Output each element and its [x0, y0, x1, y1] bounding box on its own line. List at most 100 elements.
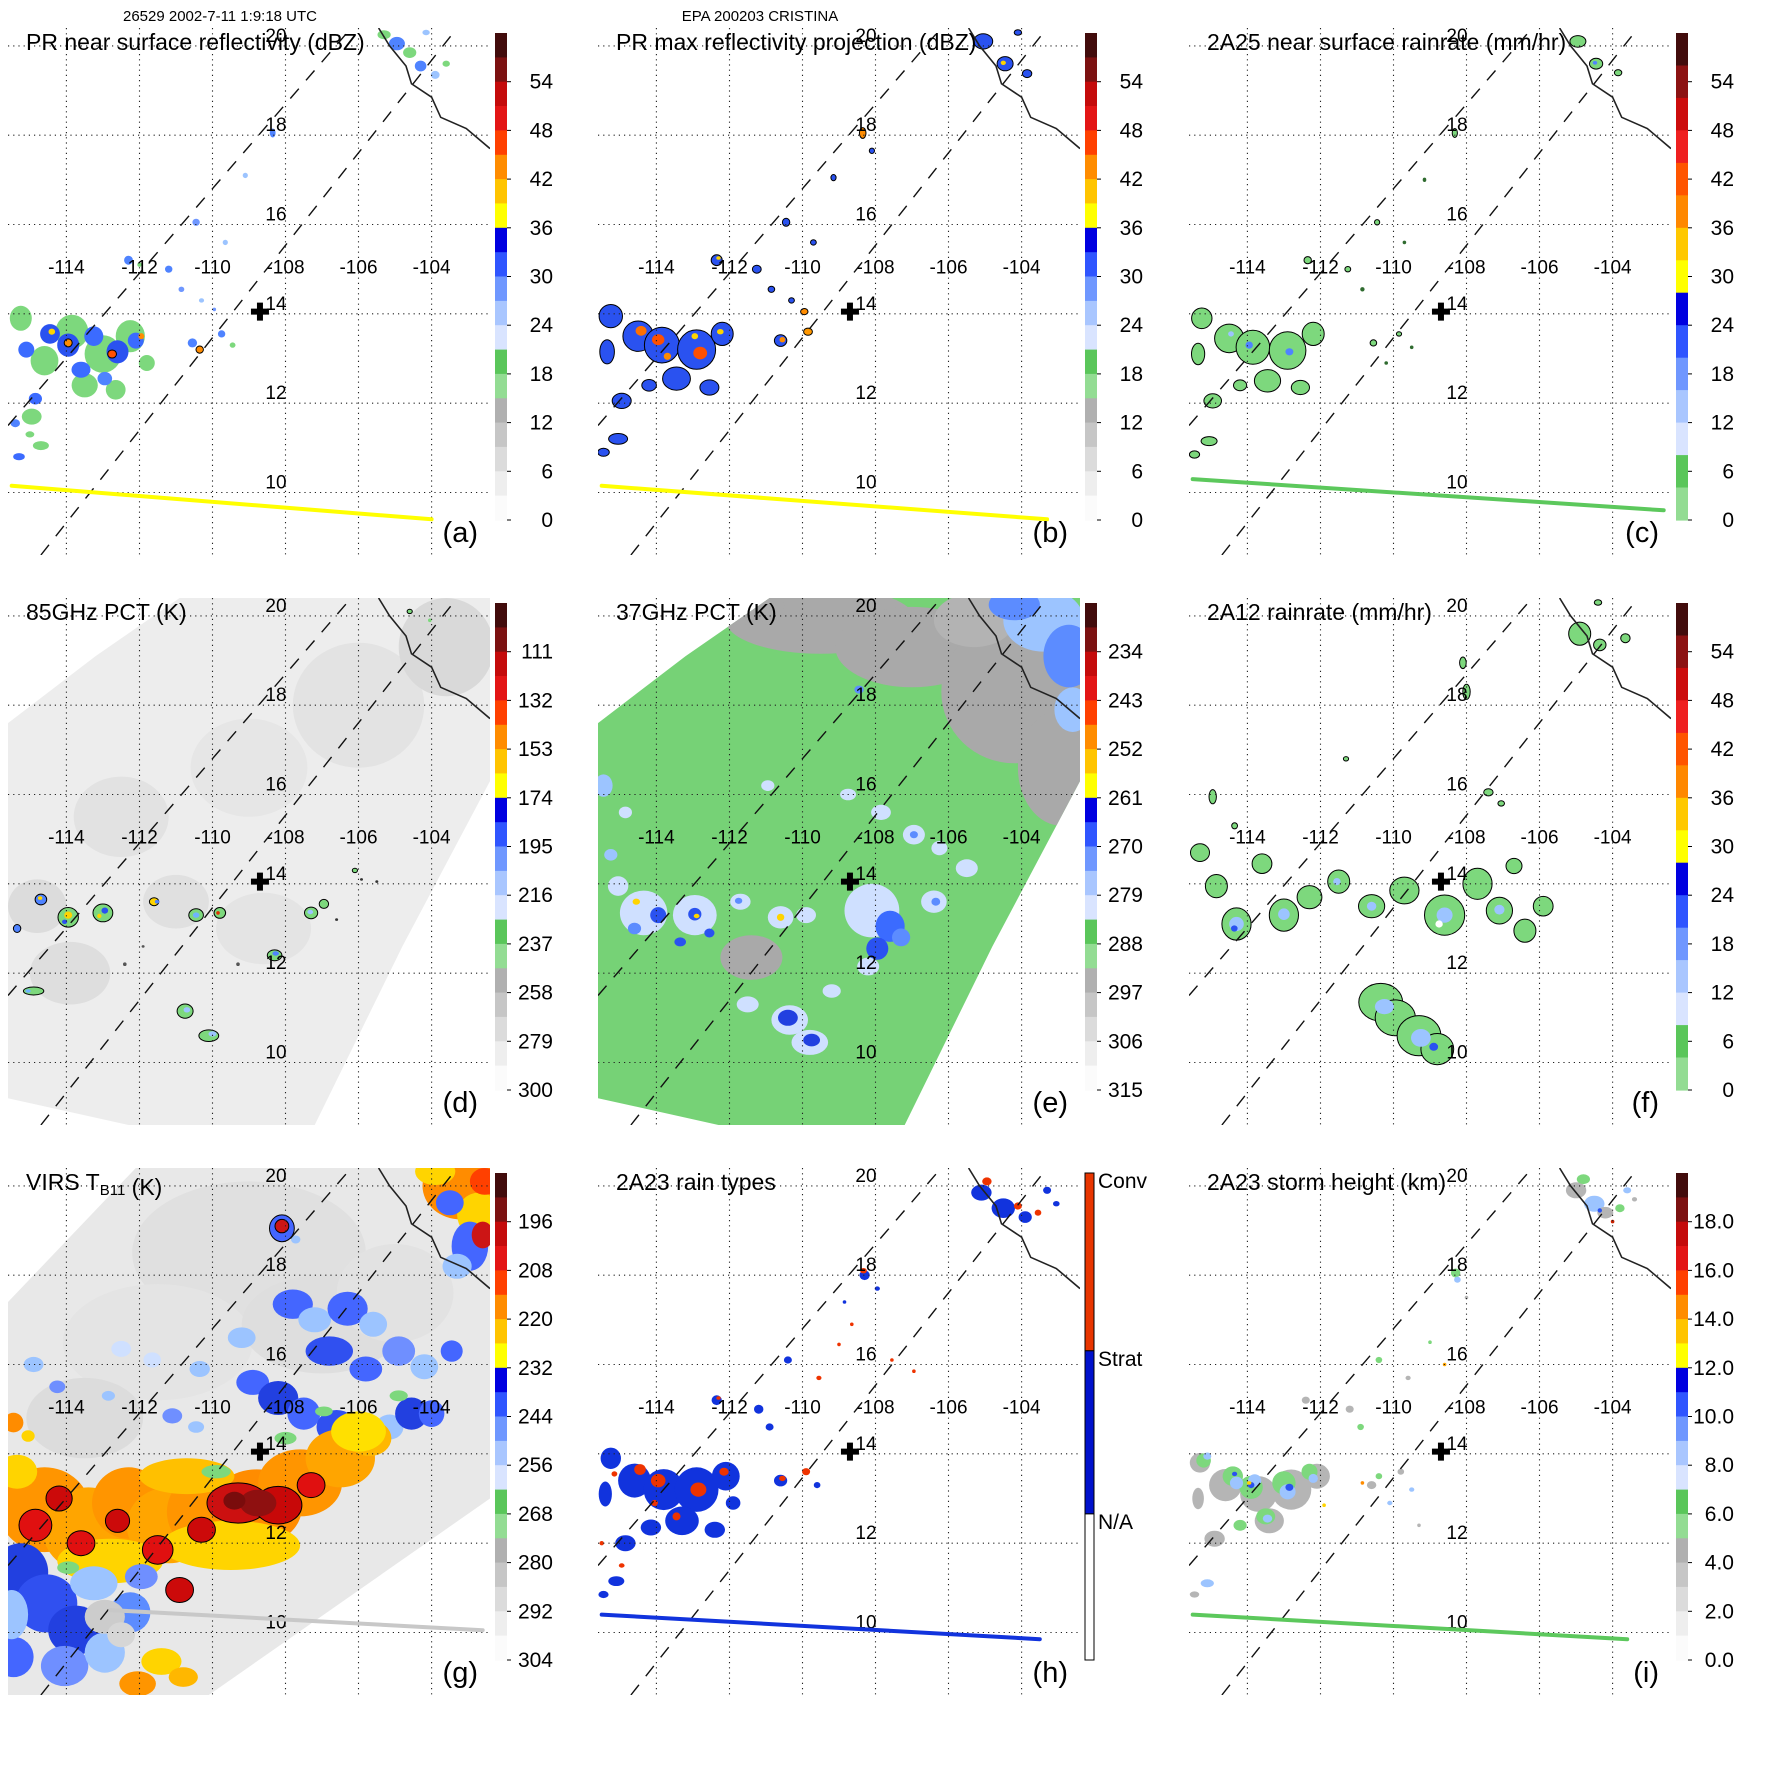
- lat-label: 18: [1446, 115, 1467, 136]
- lon-label: -106: [1520, 258, 1558, 279]
- panel-g-coastline: [377, 1168, 490, 1290]
- panel-i-graticule: [1189, 1168, 1671, 1695]
- colorbar-tick-label: 48: [530, 119, 553, 142]
- lat-label: 12: [855, 953, 876, 974]
- lat-label: 20: [855, 596, 876, 617]
- colorbar-tick-label: 292: [518, 1600, 553, 1623]
- lat-label: 16: [265, 205, 286, 226]
- lon-label: -104: [413, 828, 451, 849]
- panel-b-track-line: [599, 483, 1050, 522]
- lon-label: -114: [638, 828, 675, 849]
- colorbar-tick-label: 42: [1120, 168, 1143, 191]
- lon-label: -110: [784, 1398, 821, 1419]
- lon-label: -112: [1302, 1398, 1339, 1419]
- panel-f: 20 18 16 14 12 10 -114 -112 -110 -108 -106 -104 2A12…: [1189, 596, 1734, 1125]
- lon-label: -114: [638, 1398, 675, 1419]
- panel-i-pr-swath-edges: [1189, 1168, 1639, 1695]
- lat-label: 20: [855, 1166, 876, 1187]
- colorbar-tick-label: 30: [1120, 266, 1143, 289]
- panel-a-graticule: [8, 28, 490, 555]
- lon-label: -106: [929, 1398, 967, 1419]
- panel-c-storm-center-marker: [1431, 302, 1450, 321]
- panel-h-track-line: [599, 1612, 1042, 1642]
- lon-label: -104: [1594, 828, 1632, 849]
- lon-label: -114: [638, 258, 675, 279]
- colorbar-tick-label: 174: [518, 787, 553, 810]
- lon-label: -106: [1520, 828, 1558, 849]
- lon-label: -110: [1375, 258, 1412, 279]
- lat-label: 20: [265, 596, 286, 617]
- colorbar-tick-label: 30: [1711, 266, 1734, 289]
- panel-g-data-field: [8, 1168, 490, 1695]
- lat-label: 10: [855, 473, 876, 494]
- colorbar-tick-label: 54: [1120, 71, 1144, 94]
- panel-f-storm-center-marker: [1431, 872, 1450, 891]
- colorbar-tick-label: 268: [518, 1503, 553, 1526]
- lon-label: -108: [1447, 828, 1485, 849]
- colorbar-tick-label: 315: [1108, 1079, 1143, 1102]
- lon-label: -112: [121, 258, 158, 279]
- lon-label: -104: [1594, 1398, 1632, 1419]
- lat-label: 14: [1446, 864, 1468, 885]
- colorbar-tick-label: 48: [1711, 119, 1734, 142]
- colorbar-tick-label: 30: [530, 266, 553, 289]
- panel-e-coastline: [967, 598, 1080, 720]
- panel-g-grid-labels: 20 18 16 14 12 10 -114 -112 -110 -108 -106 -104: [48, 1166, 451, 1634]
- lat-label: 12: [855, 383, 876, 404]
- lat-label: 16: [1446, 205, 1467, 226]
- colorbar-tick-label: 0: [1131, 509, 1143, 532]
- header-storm-name: EPA 200203 CRISTINA: [681, 8, 839, 25]
- colorbar-tick-label: 8.0: [1705, 1454, 1734, 1477]
- panel-d-letter: (d): [443, 1087, 478, 1119]
- lat-label: 20: [265, 26, 286, 47]
- lon-label: -112: [711, 828, 748, 849]
- panel-c: 20 18 16 14 12 10 -114 -112 -110 -108 -106 -104 2A25…: [1189, 26, 1735, 555]
- colorbar-category-label: Strat: [1098, 1348, 1143, 1371]
- lon-label: -110: [1375, 828, 1412, 849]
- lon-label: -104: [1003, 258, 1041, 279]
- lon-label: -108: [266, 258, 304, 279]
- lon-label: -106: [1520, 1398, 1558, 1419]
- lat-label: 16: [855, 205, 876, 226]
- colorbar-tick-label: 0.0: [1705, 1649, 1734, 1672]
- lon-label: -106: [339, 1398, 377, 1419]
- colorbar-tick-label: 24: [1711, 314, 1735, 337]
- lat-label: 18: [1446, 1255, 1467, 1276]
- lon-label: -110: [194, 1398, 231, 1419]
- colorbar-tick-label: 12: [530, 412, 553, 435]
- lat-label: 10: [855, 1043, 876, 1064]
- panel-a-colorbar: 54 48 42 36 30 24 18 12 6 0: [495, 33, 553, 532]
- panel-e-grid-labels: 20 18 16 14 12 10 -114 -112 -110 -108 -106 -104: [638, 596, 1041, 1064]
- panel-h-pr-swath-edges: [598, 1168, 1048, 1695]
- colorbar-tick-label: 256: [518, 1454, 553, 1477]
- panel-d-pr-swath-edges: [8, 598, 458, 1125]
- panel-d: 20 18 16 14 12 10 -114 -112 -110 -108 -106 -104 85GH…: [8, 596, 553, 1125]
- panel-g-letter: (g): [443, 1657, 478, 1689]
- panel-h-colorbar: Conv Strat N/A: [1084, 1170, 1148, 1661]
- colorbar-tick-label: 42: [1711, 738, 1734, 761]
- lon-label: -108: [856, 828, 894, 849]
- lat-label: 20: [265, 1166, 286, 1187]
- colorbar-tick-label: 12: [1120, 412, 1143, 435]
- colorbar-tick-label: 220: [518, 1308, 553, 1331]
- colorbar-tick-label: 36: [530, 217, 553, 240]
- lon-label: -104: [413, 258, 451, 279]
- panel-f-grid-labels: 20 18 16 14 12 10 -114 -112 -110 -108 -106 -104: [1229, 596, 1632, 1064]
- lat-label: 12: [1446, 383, 1467, 404]
- panel-f-letter: (f): [1632, 1087, 1659, 1119]
- lat-label: 18: [855, 115, 876, 136]
- lat-label: 10: [1446, 473, 1467, 494]
- panel-g-track-line: [108, 1608, 485, 1633]
- panel-i-coastline: [1558, 1168, 1671, 1290]
- colorbar-tick-label: 280: [518, 1552, 553, 1575]
- colorbar-tick-label: 234: [1108, 641, 1143, 664]
- panel-g-storm-center-marker: [250, 1442, 269, 1461]
- lat-label: 16: [1446, 1345, 1467, 1366]
- colorbar-tick-label: 24: [530, 314, 554, 337]
- lat-label: 18: [855, 685, 876, 706]
- panel-a: 20 18 16 14 12 10 -114 -112 -110 -108 -106 -104 PR n…: [8, 26, 553, 555]
- lat-label: 10: [265, 473, 286, 494]
- panel-e-storm-center-marker: [840, 872, 859, 891]
- lat-label: 12: [265, 1523, 286, 1544]
- colorbar-tick-label: 300: [518, 1079, 553, 1102]
